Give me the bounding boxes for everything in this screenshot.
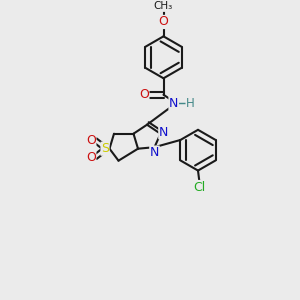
Text: O: O: [159, 16, 168, 28]
Text: CH₃: CH₃: [154, 2, 173, 11]
Text: O: O: [86, 134, 96, 147]
Text: Cl: Cl: [194, 181, 206, 194]
Text: N: N: [150, 146, 159, 159]
Text: H: H: [186, 97, 195, 110]
Text: O: O: [139, 88, 149, 101]
Text: O: O: [86, 151, 96, 164]
Text: N: N: [159, 126, 168, 139]
Text: N: N: [169, 97, 178, 110]
Text: S: S: [101, 142, 109, 155]
